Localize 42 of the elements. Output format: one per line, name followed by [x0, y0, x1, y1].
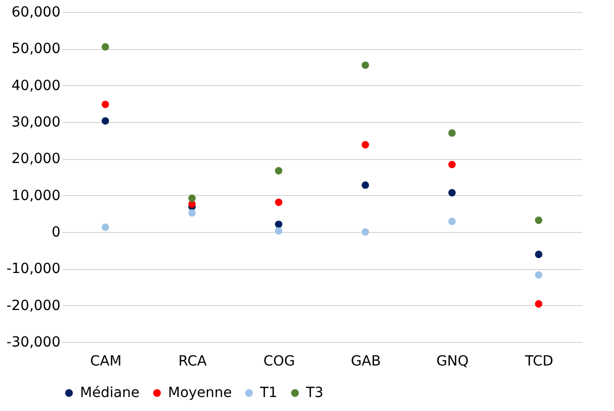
point — [362, 228, 370, 236]
point — [448, 160, 456, 168]
x-tick-label: GAB — [350, 354, 381, 370]
legend-label: Moyenne — [168, 385, 232, 401]
point — [274, 220, 282, 228]
y-tick-label: 60,000 — [12, 4, 60, 20]
point — [448, 189, 456, 196]
x-tick-label: TCD — [524, 354, 554, 370]
y-tick-label: 30,000 — [12, 114, 60, 130]
legend-label: Médiane — [80, 385, 140, 401]
y-tick-label: 40,000 — [12, 78, 60, 94]
legend-label: T3 — [305, 385, 324, 401]
point — [362, 141, 370, 148]
point — [274, 227, 282, 235]
point — [534, 250, 542, 258]
point — [102, 100, 110, 108]
point — [274, 198, 282, 206]
x-tick-label: COG — [263, 354, 295, 370]
legend-label: T1 — [259, 385, 278, 401]
point — [102, 117, 110, 125]
point — [534, 216, 542, 224]
y-tick-label: 10,000 — [12, 188, 60, 204]
point — [188, 194, 196, 202]
y-tick-label: 0 — [52, 224, 60, 240]
x-tick-label: CAM — [90, 354, 122, 370]
point — [274, 167, 282, 174]
y-tick-label: -30,000 — [6, 334, 60, 350]
point — [534, 300, 542, 308]
y-tick-label: 20,000 — [12, 151, 60, 168]
point — [188, 209, 196, 217]
x-tick-label: GNQ — [436, 354, 469, 370]
y-tick-label: 50,000 — [12, 41, 60, 58]
point — [448, 218, 456, 226]
point — [448, 129, 456, 137]
point — [362, 181, 370, 189]
y-tick-label: -20,000 — [6, 298, 60, 314]
point — [534, 271, 542, 279]
point — [362, 61, 370, 69]
point — [102, 43, 110, 51]
y-tick-label: -10,000 — [6, 261, 60, 278]
x-tick-label: RCA — [178, 354, 208, 370]
point — [102, 224, 110, 231]
